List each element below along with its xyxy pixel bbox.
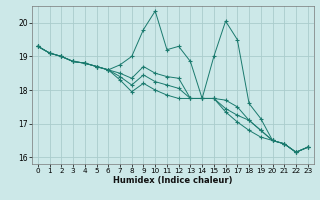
X-axis label: Humidex (Indice chaleur): Humidex (Indice chaleur)	[113, 176, 233, 185]
